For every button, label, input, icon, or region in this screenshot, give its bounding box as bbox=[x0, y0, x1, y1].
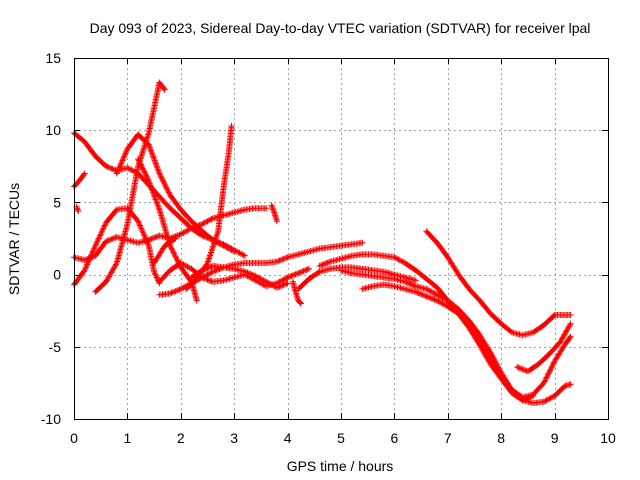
chart-title: Day 093 of 2023, Sidereal Day-to-day VTE… bbox=[90, 20, 591, 36]
x-tick-label: 7 bbox=[444, 430, 452, 446]
y-tick-label: 5 bbox=[53, 194, 61, 210]
x-tick-label: 10 bbox=[600, 430, 616, 446]
series-track-12 bbox=[183, 122, 235, 292]
grid-layer bbox=[74, 58, 608, 419]
x-tick-label: 3 bbox=[230, 430, 238, 446]
x-tick-label: 6 bbox=[391, 430, 399, 446]
series-track-3 bbox=[73, 203, 82, 215]
series-track-21 bbox=[514, 320, 574, 375]
data-point-markers bbox=[183, 122, 235, 292]
x-tick-label: 1 bbox=[124, 430, 132, 446]
data-point-markers bbox=[151, 235, 179, 266]
y-tick-label: 15 bbox=[45, 50, 61, 66]
x-tick-label: 2 bbox=[177, 430, 185, 446]
data-point-markers bbox=[423, 228, 574, 339]
x-tick-label: 0 bbox=[70, 430, 78, 446]
y-tick-label: 0 bbox=[53, 267, 61, 283]
data-point-markers bbox=[289, 278, 304, 307]
series-track-20 bbox=[423, 228, 574, 339]
data-point-markers bbox=[268, 202, 280, 225]
series-track-2 bbox=[71, 170, 88, 190]
x-tick-label: 5 bbox=[337, 430, 345, 446]
series-track-13 bbox=[188, 262, 291, 291]
series-track-14 bbox=[268, 202, 280, 225]
x-axis-label: GPS time / hours bbox=[287, 458, 394, 474]
x-tick-label: 9 bbox=[551, 430, 559, 446]
data-point-markers bbox=[71, 170, 88, 190]
data-point-markers bbox=[514, 320, 574, 375]
y-tick-label: -10 bbox=[41, 411, 61, 427]
series-track-6 bbox=[92, 79, 168, 295]
x-tick-label: 4 bbox=[284, 430, 292, 446]
data-point-markers bbox=[73, 203, 82, 215]
data-point-markers bbox=[295, 264, 419, 292]
data-point-markers bbox=[359, 281, 574, 401]
data-point-markers bbox=[92, 79, 168, 295]
y-axis-label: SDTVAR / TECUs bbox=[6, 183, 22, 295]
y-tick-label: -5 bbox=[49, 339, 62, 355]
x-tick-label: 8 bbox=[497, 430, 505, 446]
ticks-layer: 0 1 2 3 4 5 6 7 8 9 10 -10 -5 0 5 10 15 bbox=[41, 50, 616, 446]
series-track-9 bbox=[151, 235, 179, 266]
data-points bbox=[71, 79, 574, 407]
series-track-19 bbox=[359, 281, 574, 401]
series-track-16 bbox=[295, 264, 419, 292]
data-point-markers bbox=[188, 262, 291, 291]
series-track-15 bbox=[289, 278, 304, 307]
y-tick-label: 10 bbox=[45, 122, 61, 138]
